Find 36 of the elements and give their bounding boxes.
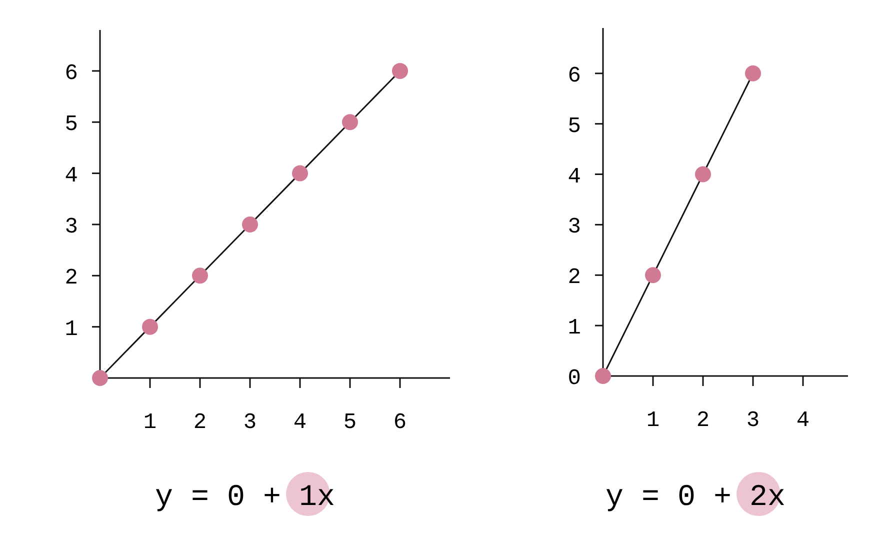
y-tick-label: 4: [64, 163, 78, 188]
y-tick-label: 3: [568, 214, 581, 240]
point: [192, 268, 208, 284]
x-tick-label: 2: [696, 408, 710, 433]
y-tick-label: 6: [64, 60, 78, 86]
x-tick-label: 1: [646, 408, 660, 433]
x-tick-label: 6: [393, 410, 407, 435]
point: [292, 165, 308, 182]
x-tick-label: 1: [143, 410, 157, 435]
point: [142, 318, 158, 335]
x-tick-label: 4: [796, 408, 810, 433]
y-tick-label: 0: [568, 366, 581, 391]
y-tick-label: 3: [64, 214, 78, 240]
point: [242, 216, 258, 232]
x-tick-label: 3: [746, 408, 760, 433]
y-tick-label: 4: [568, 164, 581, 190]
text: y = 0 + 2x: [606, 481, 786, 515]
y-tick-label: 1: [568, 316, 581, 341]
x-tick-label: 3: [243, 410, 257, 435]
y-tick-label: 5: [64, 112, 78, 138]
point: [92, 370, 108, 386]
y-tick-label: 6: [568, 63, 581, 88]
point: [745, 65, 761, 82]
point: [595, 368, 611, 384]
point: [695, 166, 711, 182]
point: [342, 114, 358, 130]
x-tick-label: 4: [293, 410, 307, 435]
y-tick-label: 2: [64, 266, 78, 291]
y-tick-label: 2: [568, 265, 581, 290]
x-tick-label: 2: [193, 410, 207, 435]
point: [645, 267, 661, 284]
y-tick-label: 1: [64, 316, 78, 342]
x-tick-label: 5: [343, 410, 357, 435]
point: [392, 62, 408, 79]
y-tick-label: 5: [568, 114, 581, 139]
text: y = 0 + 1x: [155, 481, 336, 515]
